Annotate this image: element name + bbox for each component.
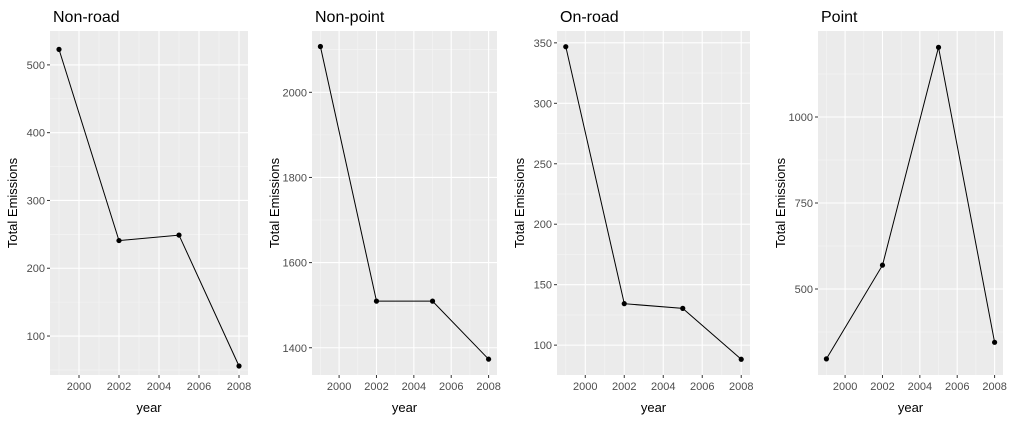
y-axis-title: Total Emissions	[267, 157, 282, 248]
x-tick-label: 2004	[651, 381, 675, 393]
y-tick-label: 200	[27, 263, 45, 275]
y-axis-title: Total Emissions	[773, 157, 788, 248]
data-point	[317, 43, 324, 50]
x-tick-label: 2008	[982, 381, 1006, 393]
data-point	[991, 339, 998, 345]
x-tick-label: 2004	[402, 381, 426, 393]
data-point	[485, 356, 492, 362]
x-axis-title: year	[641, 400, 667, 415]
x-tick-label: 2002	[364, 381, 388, 393]
x-tick-label: 2008	[227, 381, 251, 393]
series-line	[825, 47, 996, 360]
y-tick-label: 500	[27, 60, 45, 72]
y-tick-label: 1400	[283, 343, 307, 355]
data-point	[879, 262, 886, 268]
data-point	[116, 237, 122, 244]
x-tick-label: 2000	[67, 381, 91, 393]
x-tick-label: 2006	[690, 381, 714, 393]
y-tick-label: 300	[534, 98, 552, 110]
panel-3: 2000 2002 2004 2006 2008 100 150 200 250 300 350 On…	[512, 9, 753, 415]
panel-title: On-road	[560, 9, 619, 26]
data-point	[176, 232, 182, 238]
x-axis-title: year	[136, 400, 162, 415]
y-tick-label: 500	[795, 284, 813, 296]
y-axis-title: Total Emissions	[512, 157, 527, 248]
x-tick-label: 2008	[476, 381, 500, 393]
x-tick-label: 2002	[870, 381, 894, 393]
y-tick-label: 250	[534, 159, 552, 171]
data-point	[429, 298, 436, 304]
data-point	[680, 305, 686, 311]
y-axis-title: Total Emissions	[5, 157, 20, 248]
y-tick-label: 350	[534, 38, 552, 50]
data-point	[935, 44, 942, 50]
x-tick-label: 2004	[147, 381, 171, 393]
y-tick-label: 750	[795, 198, 813, 210]
x-tick-label: 2006	[439, 381, 463, 393]
x-axis-title: year	[898, 400, 924, 415]
y-tick-label: 100	[27, 331, 45, 343]
y-tick-label: 300	[27, 195, 45, 207]
x-tick-label: 2002	[612, 381, 636, 393]
panel-title: Point	[821, 9, 858, 26]
x-tick-label: 2006	[945, 381, 969, 393]
series-line	[58, 49, 240, 367]
data-point	[738, 356, 744, 362]
x-tick-label: 2000	[327, 381, 351, 393]
y-tick-label: 200	[534, 219, 552, 231]
data-point	[621, 301, 627, 307]
y-tick-label: 1000	[789, 112, 813, 124]
x-tick-label: 2000	[833, 381, 857, 393]
y-tick-label: 150	[534, 280, 552, 292]
data-point	[563, 44, 569, 50]
series-line	[319, 46, 489, 360]
panel-1: 2000 2002 2004 2006 2008 100 200 300 400 500 Non-r…	[5, 9, 251, 415]
x-tick-label: 2000	[573, 381, 597, 393]
y-tick-label: 2000	[283, 87, 307, 99]
panel-background	[557, 31, 750, 375]
x-tick-label: 2006	[187, 381, 211, 393]
y-tick-label: 100	[534, 340, 552, 352]
panel-title: Non-road	[53, 9, 120, 26]
x-tick-label: 2004	[908, 381, 932, 393]
panel-2: 2000 2002 2004 2006 2008 1400 1600 1800 2000 Non-…	[267, 9, 501, 415]
y-tick-label: 400	[27, 128, 45, 140]
x-tick-label: 2002	[107, 381, 131, 393]
data-point	[56, 46, 62, 52]
y-tick-label: 1800	[283, 172, 307, 184]
x-tick-label: 2008	[729, 381, 753, 393]
panel-background	[312, 31, 497, 375]
y-tick-label: 1600	[283, 258, 307, 270]
data-point	[823, 356, 830, 362]
x-axis-title: year	[392, 400, 418, 415]
panel-background	[50, 31, 248, 375]
series-line	[565, 46, 742, 360]
panel-4: 2000 2002 2004 2006 2008 500 750 1000 Point year T…	[773, 9, 1007, 415]
panel-title: Non-point	[315, 9, 385, 26]
data-point	[373, 298, 380, 304]
data-point	[236, 363, 242, 369]
